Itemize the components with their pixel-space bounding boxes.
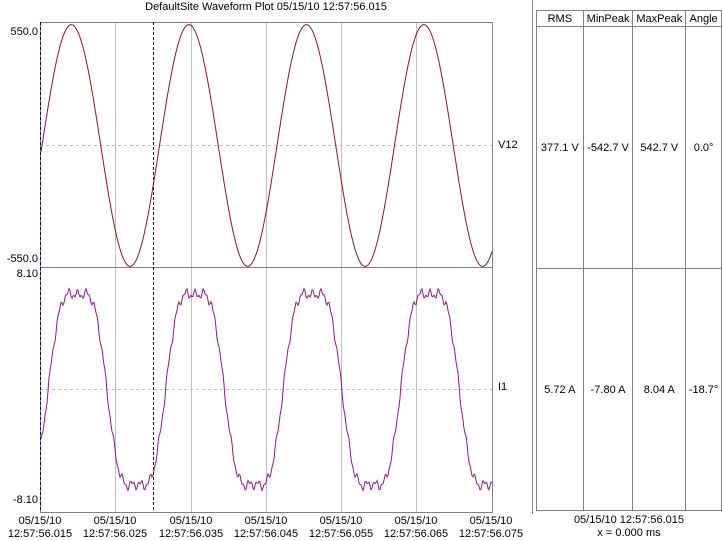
measurement-table: RMS MinPeak MaxPeak Angle 377.1 V -542.7… <box>536 10 722 511</box>
v12-waveform-trace <box>40 24 493 267</box>
plot-title: DefaultSite Waveform Plot 05/15/10 12:57… <box>145 1 387 13</box>
v12-channel-label[interactable]: V12 <box>498 139 518 151</box>
i1-channel-label[interactable]: I1 <box>498 381 508 393</box>
i1-rms-cell: 5.72 A <box>536 268 584 511</box>
x-tick-label: 05/15/10 12:57:56.025 <box>82 515 148 540</box>
v12-ymax-label: 550.0 <box>10 26 38 38</box>
x-tick-label: 05/15/10 12:57:56.055 <box>308 515 374 540</box>
x-tick-label: 05/15/10 12:57:56.075 <box>458 515 524 540</box>
i1-angle-cell: -18.7° <box>685 268 722 511</box>
table-header-row: RMS MinPeak MaxPeak Angle <box>536 10 722 27</box>
v12-rms-cell: 377.1 V <box>536 26 584 269</box>
v12-minpeak-cell: -542.7 V <box>582 26 634 269</box>
i1-waveform-trace <box>40 287 493 492</box>
v12-maxpeak-cell: 542.7 V <box>632 26 687 269</box>
measurement-panel: RMS MinPeak MaxPeak Angle 377.1 V -542.7… <box>536 10 722 539</box>
i1-ymin-label: -8.10 <box>12 494 38 506</box>
table-row: 5.72 A -7.80 A 8.04 A -18.7° <box>536 268 722 511</box>
cursor-timestamp: 05/15/10 12:57:56.015 <box>573 514 685 526</box>
x-tick-label: 05/15/10 12:57:56.035 <box>158 515 224 540</box>
x-tick-label: 05/15/10 12:57:56.065 <box>383 515 449 540</box>
v12-ymin-label: -550.0 <box>6 253 38 265</box>
minpeak-column-header[interactable]: MinPeak <box>582 10 634 27</box>
maxpeak-column-header[interactable]: MaxPeak <box>632 10 687 27</box>
i1-minpeak-cell: -7.80 A <box>582 268 634 511</box>
angle-column-header[interactable]: Angle <box>685 10 722 27</box>
lower-plot-frame <box>40 267 493 513</box>
i1-ymax-label: 8.10 <box>16 268 38 280</box>
cursor-x-readout: x = 0.000 ms <box>597 527 661 539</box>
rms-column-header[interactable]: RMS <box>536 10 584 27</box>
x-tick-label: 05/15/10 12:57:56.015 <box>7 515 73 540</box>
table-row: 377.1 V -542.7 V 542.7 V 0.0° <box>536 26 722 269</box>
i1-maxpeak-cell: 8.04 A <box>632 268 687 511</box>
waveform-plot[interactable] <box>0 0 536 514</box>
x-tick-label: 05/15/10 12:57:56.045 <box>233 515 299 540</box>
v12-angle-cell: 0.0° <box>685 26 722 269</box>
